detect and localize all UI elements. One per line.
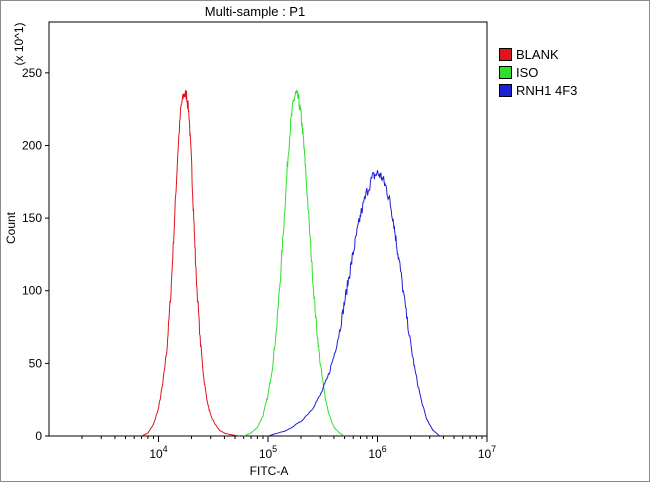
x-axis-label: FITC-A xyxy=(250,464,289,478)
y-tick-label: 100 xyxy=(22,284,42,298)
y-multiplier-label: (x 10^1) xyxy=(12,23,26,66)
series-line-iso xyxy=(243,88,345,437)
legend-swatch-rnh1-4f3 xyxy=(499,83,512,97)
y-axis-label: Count xyxy=(4,211,18,244)
x-axis: 104 105 106 107 xyxy=(81,436,496,461)
legend-item-rnh1-4f3: RNH1 4F3 xyxy=(499,81,577,99)
series-line-blank xyxy=(141,90,240,437)
y-tick-label: 200 xyxy=(22,138,42,152)
x-tick-label: 107 xyxy=(478,444,496,461)
legend-label-rnh1-4f3: RNH1 4F3 xyxy=(516,82,578,98)
legend: BLANK ISO RNH1 4F3 xyxy=(499,45,577,99)
x-tick-label: 106 xyxy=(368,444,386,461)
legend-swatch-blank xyxy=(499,47,512,61)
y-tick-label: 50 xyxy=(29,356,43,370)
y-tick-label: 250 xyxy=(22,66,42,80)
legend-label-blank: BLANK xyxy=(516,46,559,62)
chart-title: Multi-sample : P1 xyxy=(205,4,305,19)
series-line-rnh1-4f3 xyxy=(267,170,441,437)
legend-swatch-iso xyxy=(499,65,512,79)
legend-item-iso: ISO xyxy=(499,63,577,81)
x-tick-label: 105 xyxy=(259,444,277,461)
y-axis: 0 50 100 150 200 250 xyxy=(22,66,49,443)
plot-area xyxy=(48,21,488,437)
legend-item-blank: BLANK xyxy=(499,45,577,63)
y-tick-label: 150 xyxy=(22,211,42,225)
x-tick-label: 104 xyxy=(149,444,167,461)
legend-label-iso: ISO xyxy=(516,64,539,80)
histogram-series xyxy=(141,88,441,437)
y-tick-label: 0 xyxy=(35,429,42,443)
